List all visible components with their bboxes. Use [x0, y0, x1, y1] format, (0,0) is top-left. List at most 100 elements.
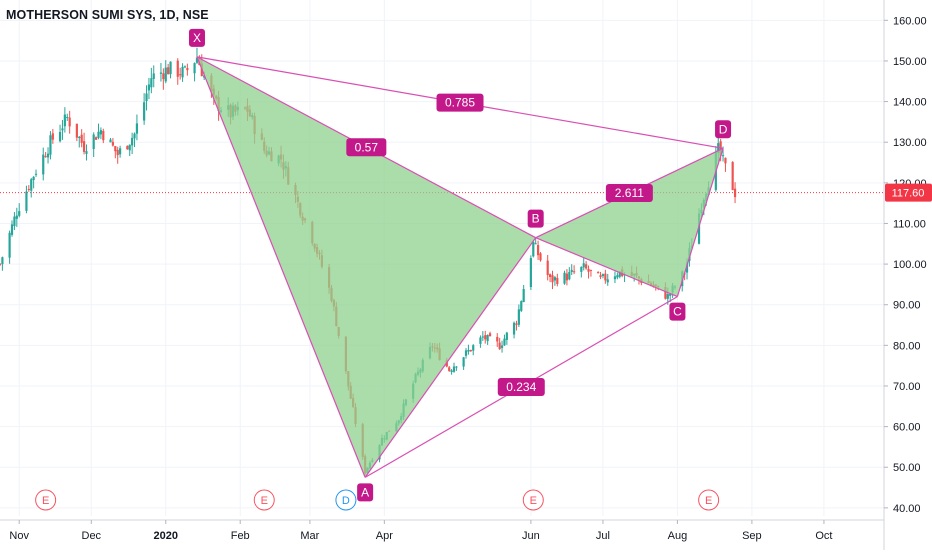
time-tick-label: Feb — [231, 530, 250, 542]
candle-body — [46, 153, 50, 158]
candle-body — [464, 350, 468, 356]
candle-body — [503, 338, 506, 346]
pattern-line-ab[interactable] — [364, 237, 537, 478]
candle-body — [167, 67, 170, 75]
ratio-label: 0.234 — [506, 380, 536, 394]
point-label-box — [669, 302, 686, 321]
price-tick-label: 70.00 — [893, 381, 921, 393]
price-tick-label: 60.00 — [893, 422, 921, 434]
point-label-box — [527, 209, 544, 228]
candle-body — [563, 272, 566, 284]
candle-body — [85, 151, 88, 154]
candle-body — [63, 114, 66, 127]
candle-body — [486, 334, 489, 342]
candle-body — [147, 84, 151, 91]
candle-body — [92, 134, 95, 150]
candle-body — [109, 139, 112, 143]
candle-body — [58, 131, 62, 142]
candle-body — [697, 213, 701, 244]
candle-body — [484, 335, 487, 340]
candle-body — [462, 357, 465, 367]
candle-body — [114, 146, 117, 152]
candle-body — [452, 366, 456, 372]
candle-body — [556, 277, 559, 284]
candle-body — [548, 274, 552, 278]
candle-body — [49, 135, 52, 155]
candle-body — [724, 157, 727, 164]
ratio-label-box — [436, 93, 484, 112]
price-tick-label: 140.00 — [893, 97, 927, 109]
candle-body — [1, 257, 4, 265]
dividend-marker[interactable] — [335, 489, 357, 511]
candle-body — [176, 60, 179, 77]
candle-body — [568, 272, 571, 280]
candle-body — [68, 117, 71, 127]
candle-body — [152, 73, 155, 79]
price-tick-label: 80.00 — [893, 340, 921, 352]
time-axis[interactable]: Nov Dec 2020 Feb Mar Apr Jun Jul Aug Sep Oct — [0, 519, 884, 542]
harmonic-pattern[interactable]: 0.57 0.785 0.234 2.611 X A B C D — [188, 28, 732, 502]
candle-body — [126, 146, 129, 150]
point-label-d: D — [719, 122, 728, 136]
candle-body — [585, 264, 588, 269]
time-tick-label: Mar — [300, 530, 319, 542]
earnings-marker[interactable] — [698, 489, 720, 511]
pattern-line-cd[interactable] — [676, 148, 724, 297]
ratio-label: 2.611 — [615, 186, 644, 200]
candle-body — [61, 128, 64, 131]
point-label-b: B — [532, 212, 540, 226]
candle-body — [131, 137, 134, 146]
candle-body — [517, 309, 520, 325]
candle-body — [505, 332, 508, 340]
candle-body — [25, 191, 28, 211]
ratio-label: 0.57 — [355, 140, 379, 154]
candle-body — [30, 179, 33, 191]
price-tick-label: 150.00 — [893, 56, 927, 68]
candle-body — [719, 141, 722, 156]
candle-body — [116, 149, 119, 156]
pattern-line-xa[interactable] — [196, 56, 366, 478]
candle-body — [481, 336, 484, 338]
candle-body — [664, 286, 667, 299]
price-tick-label: 110.00 — [893, 218, 926, 230]
candle-body — [80, 134, 83, 143]
candle-body — [589, 269, 593, 271]
candle-body — [580, 266, 583, 272]
pattern-triangle-xab — [196, 56, 536, 478]
earnings-marker[interactable] — [35, 489, 57, 511]
candle-body — [488, 333, 492, 337]
candle-body — [145, 93, 148, 101]
candle-body — [183, 66, 187, 68]
candle-body — [604, 273, 607, 281]
candle-body — [570, 269, 573, 273]
earnings-marker-label: E — [530, 495, 537, 507]
candle-body — [195, 57, 199, 63]
point-label-c: C — [673, 305, 682, 319]
candle-body — [685, 262, 689, 273]
candle-body — [522, 289, 525, 303]
price-axis[interactable]: 160.00150.00140.00130.00120.00110.00100.… — [883, 0, 932, 550]
candle-body — [82, 141, 86, 152]
candle-body — [186, 67, 189, 71]
candle-body — [44, 156, 47, 158]
candle-body — [618, 271, 621, 277]
symbol-title: MOTHERSON SUMI SYS, 1D, NSE — [6, 8, 209, 22]
time-tick-label: Dec — [82, 530, 102, 542]
candle-body — [512, 322, 516, 335]
time-tick-label: Jul — [596, 530, 610, 542]
candle-body — [164, 67, 167, 82]
earnings-marker[interactable] — [522, 489, 544, 511]
candle-body — [10, 224, 14, 235]
point-label-x: X — [193, 31, 201, 45]
candle-body — [587, 268, 590, 272]
time-tick-label: Oct — [815, 530, 832, 542]
earnings-marker[interactable] — [253, 489, 275, 511]
candle-body — [520, 301, 523, 311]
candle-body — [42, 154, 45, 175]
candle-body — [553, 277, 557, 281]
candle-body — [666, 294, 669, 299]
pattern-line-bc[interactable] — [535, 237, 678, 298]
